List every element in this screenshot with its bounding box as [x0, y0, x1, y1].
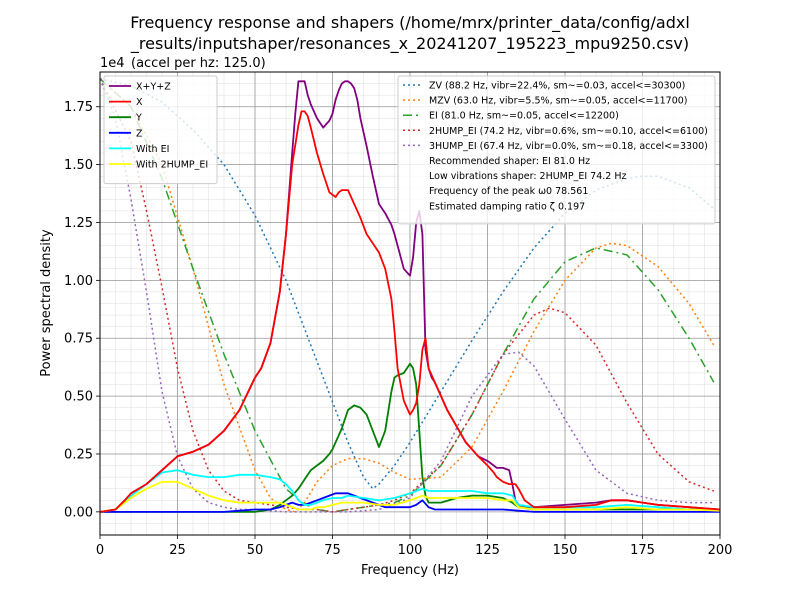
- legend-info-line: Frequency of the peak ω0 78.561: [429, 186, 588, 197]
- series-line: [100, 110, 720, 513]
- legend-label: ZV (88.2 Hz, vibr=22.4%, sm~=0.03, accel…: [429, 81, 685, 92]
- series-line: [100, 492, 720, 513]
- chart-title-line-2: _results/inputshaper/resonances_x_202412…: [130, 34, 689, 54]
- series-line: [100, 480, 720, 513]
- y-tick-label: 0.00: [64, 505, 93, 520]
- y-tick-label: 1.75: [64, 100, 93, 115]
- legend-label: EI (81.0 Hz, sm~=0.05, accel<=12200): [429, 111, 619, 122]
- legend-label: With EI: [136, 144, 169, 155]
- x-tick-label: 0: [96, 543, 104, 558]
- x-tick-label: 175: [630, 543, 655, 558]
- legend-label: 2HUMP_EI (74.2 Hz, vibr=0.6%, sm~=0.10, …: [429, 126, 708, 137]
- legend-left-box: [103, 75, 218, 185]
- legend-label: Z: [136, 128, 143, 139]
- series-line: [100, 469, 720, 513]
- x-tick-label: 25: [169, 543, 186, 558]
- legend-label: X+Y+Z: [136, 82, 171, 93]
- legend-label: 3HUMP_EI (67.4 Hz, vibr=0.0%, sm~=0.18, …: [429, 141, 708, 152]
- legend-info-line: Estimated damping ratio ζ 0.197: [429, 201, 585, 212]
- axis-ticks: 0 25 50 75 100 125 150 175 200 0.00 0.25 0.50 0.75 1.…: [64, 100, 732, 558]
- y-tick-label: 1.25: [64, 216, 93, 231]
- legend-label: X: [136, 97, 143, 108]
- y-tick-label: 0.25: [64, 447, 93, 462]
- y-offset-text: 1e4: [100, 56, 125, 71]
- shaper-curve: [100, 78, 715, 513]
- axes-frame: [99, 71, 721, 536]
- x-tick-label: 125: [475, 543, 500, 558]
- legend-left: X+Y+Z XYZ With EI With 2HUMP_EI: [103, 75, 218, 185]
- x-tick-label: 150: [553, 543, 578, 558]
- legend-info-line: Low vibrations shaper: 2HUMP_EI 74.2 Hz: [429, 171, 626, 182]
- chart-subtitle: (accel per hz: 125.0): [131, 56, 266, 71]
- chart-title-line-1: Frequency response and shapers (/home/mr…: [130, 13, 690, 33]
- shaper-curve: [100, 78, 715, 513]
- y-tick-label: 0.75: [64, 332, 93, 347]
- x-tick-label: 100: [398, 543, 423, 558]
- y-tick-label: 1.00: [64, 274, 93, 289]
- x-tick-label: 75: [324, 543, 341, 558]
- legend-right: ZV (88.2 Hz, vibr=22.4%, sm~=0.03, accel…: [397, 75, 716, 225]
- legend-label: With 2HUMP_EI: [136, 160, 208, 171]
- x-axis-label: Frequency (Hz): [361, 563, 459, 578]
- legend-label: Y: [135, 113, 142, 124]
- series-line: [100, 362, 720, 513]
- legend-info-line: Recommended shaper: EI 81.0 Hz: [429, 156, 590, 167]
- shaper-curve: [100, 78, 714, 513]
- legend-right-box: [397, 75, 716, 225]
- legend-label: MZV (63.0 Hz, vibr=5.5%, sm~=0.05, accel…: [429, 96, 688, 107]
- plot-area: [100, 78, 720, 513]
- y-axis-label: Power spectral density: [39, 229, 54, 377]
- y-tick-label: 1.50: [64, 158, 93, 173]
- x-tick-label: 50: [247, 543, 264, 558]
- y-tick-label: 0.50: [64, 390, 93, 405]
- x-tick-label: 200: [708, 543, 733, 558]
